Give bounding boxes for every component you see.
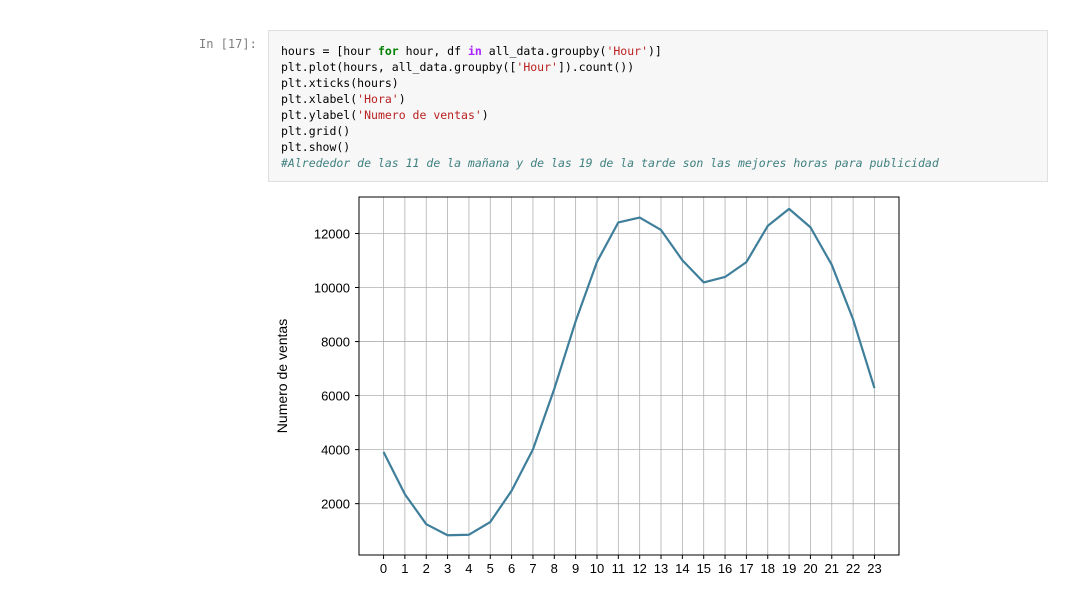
code-token: all_data.groupby( [481, 44, 607, 58]
x-tick-label: 23 [867, 561, 881, 576]
code-cell[interactable]: hours = [hour for hour, df in all_data.g… [268, 30, 1048, 182]
code-token: plt.xlabel( [281, 92, 358, 106]
x-tick-label: 13 [654, 561, 668, 576]
x-tick-label: 20 [803, 561, 817, 576]
code-token: 'Hour' [606, 44, 648, 58]
x-tick-label: 16 [718, 561, 732, 576]
x-tick-labels: 0 1 2 3 4 5 6 7 8 9 10 11 12 13 14 15 16 17 18 19 20 21 22 23 [380, 555, 882, 576]
x-tick-label: 3 [444, 561, 451, 576]
code-token: hours = [hour [281, 44, 378, 58]
code-line: plt.grid() [281, 123, 1047, 139]
y-tick-label: 8000 [321, 335, 350, 350]
y-tick-label: 10000 [314, 281, 350, 296]
code-token: hour, df [398, 44, 468, 58]
x-tick-label: 9 [572, 561, 579, 576]
code-token: ) [481, 108, 489, 122]
x-tick-label: 11 [612, 561, 626, 576]
y-tick-labels: 2000 4000 6000 8000 10000 12000 [314, 226, 359, 512]
series-line [382, 207, 876, 537]
x-tick-label: 1 [401, 561, 408, 576]
x-tick-label: 8 [551, 561, 558, 576]
code-token: )] [648, 44, 662, 58]
x-tick-label: 10 [590, 561, 604, 576]
code-token: in [467, 44, 482, 58]
code-line: #Alrededor de las 11 de la mañana y de l… [281, 155, 1047, 171]
code-line: plt.plot(hours, all_data.groupby(['Hour'… [281, 59, 1047, 75]
x-tick-label: 12 [632, 561, 646, 576]
chart-grid [359, 197, 899, 555]
code-token: 'Hora' [357, 92, 399, 106]
code-line: plt.xlabel('Hora') [281, 91, 1047, 107]
code-token: plt.ylabel( [281, 108, 358, 122]
sales-line-chart: 0 1 2 3 4 5 6 7 8 9 10 11 12 13 14 15 16 17 18 19 20 21 22 23 2… [274, 196, 900, 576]
x-tick-label: 4 [465, 561, 472, 576]
code-token: plt.show() [281, 140, 351, 154]
y-tick-label: 4000 [321, 443, 350, 458]
code-token: 'Hour' [516, 60, 558, 74]
plot-frame [358, 196, 900, 556]
code-token: plt.xticks(hours) [281, 76, 399, 90]
x-tick-label: 22 [846, 561, 860, 576]
code-token: plt.grid() [281, 124, 351, 138]
x-tick-label: 21 [825, 561, 839, 576]
code-line: hours = [hour for hour, df in all_data.g… [281, 43, 1047, 59]
code-token: ) [398, 92, 406, 106]
cell-prompt: In [17]: [199, 37, 257, 51]
x-tick-label: 14 [675, 561, 689, 576]
code-line: plt.xticks(hours) [281, 75, 1047, 91]
code-token: ]).count()) [557, 60, 635, 74]
code-token: #Alrededor de las 11 de la mañana y de l… [281, 156, 939, 170]
y-axis-label: Numero de ventas [274, 319, 290, 433]
y-tick-label: 6000 [321, 389, 350, 404]
x-tick-label: 7 [529, 561, 536, 576]
x-tick-label: 18 [761, 561, 775, 576]
code-token: 'Numero de ventas' [357, 108, 482, 122]
x-tick-label: 17 [739, 561, 753, 576]
chart-series [382, 207, 876, 537]
code-line: plt.ylabel('Numero de ventas') [281, 107, 1047, 123]
x-tick-label: 6 [508, 561, 515, 576]
x-tick-label: 15 [696, 561, 710, 576]
y-tick-label: 12000 [314, 226, 350, 241]
x-tick-label: 2 [423, 561, 430, 576]
code-token: plt.plot(hours, all_data.groupby([ [281, 60, 517, 74]
x-tick-label: 19 [782, 561, 796, 576]
x-tick-label: 0 [380, 561, 387, 576]
code-token: for [377, 44, 399, 58]
code-line: plt.show() [281, 139, 1047, 155]
x-tick-label: 5 [487, 561, 494, 576]
y-tick-label: 2000 [321, 497, 350, 512]
